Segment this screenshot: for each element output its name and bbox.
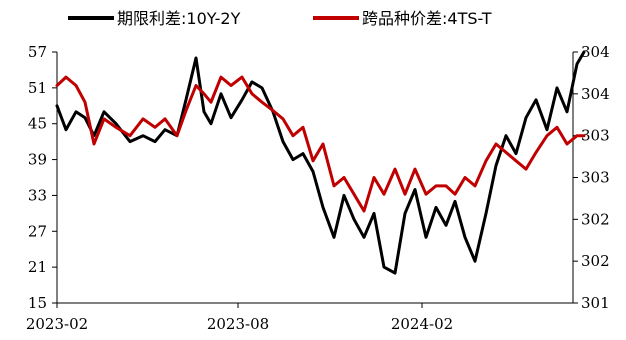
y-right-tick-label: 301 <box>581 294 610 312</box>
y-right-tick-label: 304 <box>581 43 610 61</box>
y-right-tick-label: 303 <box>581 127 610 145</box>
series-line-spread <box>55 50 586 275</box>
legend: 期限利差:10Y-2Y 跨品种价差:4TS-T <box>68 9 492 28</box>
legend-label-basis: 跨品种价差:4TS-T <box>362 9 492 28</box>
y-left-tick-label: 39 <box>28 151 47 169</box>
x-tick-label: 2023-02 <box>26 315 88 333</box>
y-left-tick-label: 21 <box>28 258 47 276</box>
y-right-tick-label: 302 <box>581 210 610 228</box>
axes: 15 21 27 33 39 45 51 57 301 302 302 303 303 304 304 202… <box>26 43 610 333</box>
legend-label-spread: 期限利差:10Y-2Y <box>117 9 241 28</box>
series-line-basis <box>55 75 586 213</box>
y-left-tick-label: 51 <box>28 79 47 97</box>
y-left-tick-label: 57 <box>28 43 47 61</box>
series-group <box>55 50 586 275</box>
y-left-tick-label: 27 <box>28 222 47 240</box>
x-tick-label: 2023-08 <box>207 315 269 333</box>
x-tick-label: 2024-02 <box>391 315 453 333</box>
y-left-tick-label: 45 <box>28 115 47 133</box>
y-right-tick-label: 304 <box>581 85 610 103</box>
y-right-tick-label: 303 <box>581 169 610 187</box>
y-right-tick-label: 302 <box>581 252 610 270</box>
y-left-tick-label: 33 <box>28 186 47 204</box>
y-left-tick-label: 15 <box>28 294 47 312</box>
